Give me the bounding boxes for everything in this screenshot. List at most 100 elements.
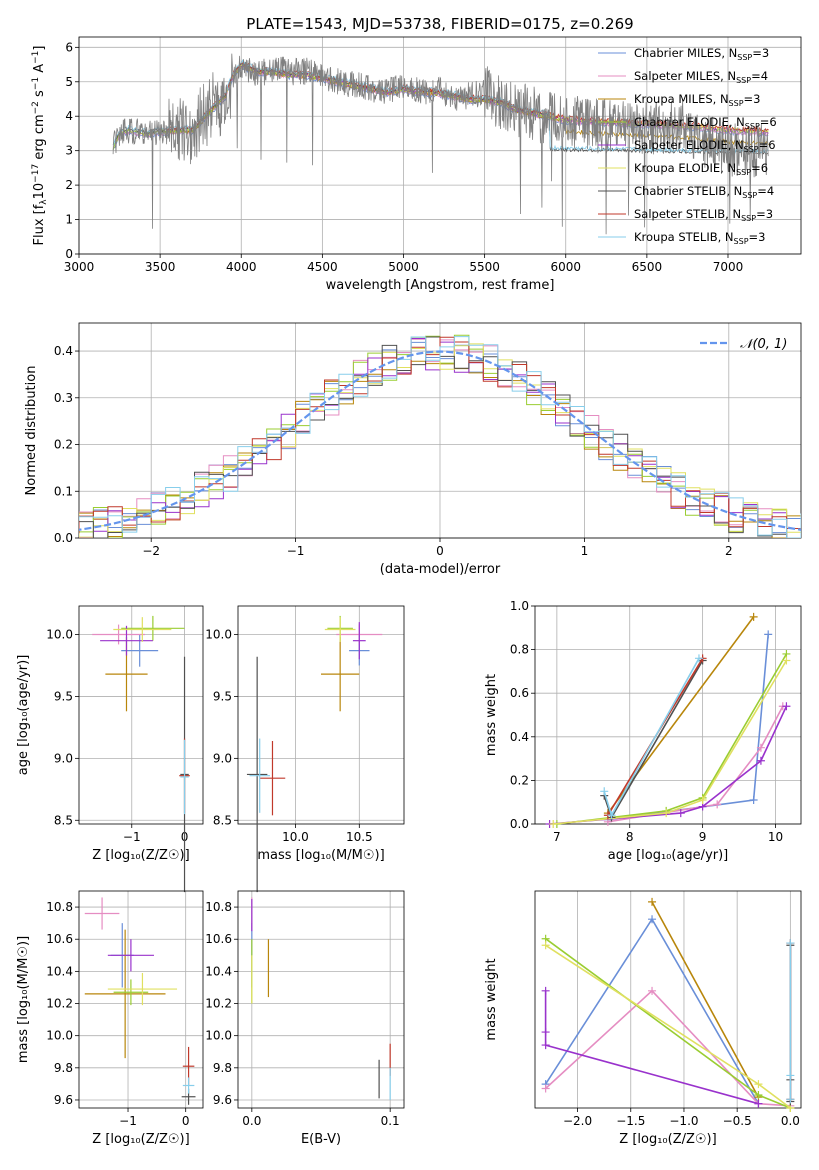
gridlines [577, 891, 791, 1108]
plot-frame [78, 890, 204, 1109]
weight-point-marker [764, 630, 773, 639]
y-tick-label: 10.6 [205, 932, 232, 946]
weight-line [545, 989, 791, 1107]
y-tick-label: 10.8 [46, 900, 73, 914]
y-tick-label: 8.5 [54, 813, 73, 827]
x-tick-label: 10.5 [346, 830, 373, 844]
histograms [79, 334, 801, 538]
weight-point-marker [541, 1028, 550, 1037]
weight-point-marker [694, 654, 703, 663]
x-tick-label: −1 [119, 1114, 137, 1128]
weight-line [553, 660, 788, 825]
spectrum-lines [112, 53, 769, 235]
x-tick-label: 6000 [550, 260, 581, 274]
panel-weight-vs-Z: −2.0 −1.5 −1.0 −0.5 0.0 Z [log₁₀(Z/Z☉)] mass w… [484, 890, 802, 1147]
legend-entry: Chabrier ELODIE, NSSP=6 [634, 115, 777, 131]
legend-entry: 𝒩(0, 1) [740, 337, 787, 352]
gridlines [79, 891, 203, 1108]
panel-mass-vs-ebv: 0.0 0.1 9.6 9.8 10.0 10.2 10.4 10.6 10.8 E(B-V) [205, 890, 405, 1147]
error-bars [246, 615, 383, 893]
y-tick-label: 9.8 [54, 1061, 73, 1075]
weight-point-marker [782, 656, 791, 665]
x-tick-label: 10.0 [282, 830, 309, 844]
weight-series [545, 612, 791, 828]
y-tick-label: 0.2 [510, 773, 529, 787]
x-axis-label: age [log₁₀(age/yr)] [608, 848, 729, 863]
normal-curve [79, 350, 801, 531]
x-axis-label: Z [log₁₀(Z/Z☉)] [92, 1132, 189, 1147]
y-tick-label: 10.0 [205, 1029, 232, 1043]
weight-point-marker [756, 756, 765, 765]
x-axis-label: mass [log₁₀(M/M☉)] [257, 848, 384, 863]
x-tick-label: −1 [123, 830, 141, 844]
weight-point-marker [749, 796, 758, 805]
weight-series [541, 897, 795, 1112]
figure-title: PLATE=1543, MJD=53738, FIBERID=0175, z=0… [246, 15, 633, 33]
x-tick-label: 4500 [307, 260, 338, 274]
legend-entry: Chabrier MILES, NSSP=3 [634, 46, 769, 62]
x-tick-label: 0.0 [781, 1114, 800, 1128]
weight-point-marker [662, 809, 671, 818]
weight-point-marker [607, 811, 616, 820]
weight-point-marker [600, 787, 609, 796]
y-tick-label: 9.5 [54, 689, 73, 703]
x-tick-label: 3000 [64, 260, 95, 274]
x-tick-label: −1.0 [669, 1114, 698, 1128]
error-bars [251, 897, 391, 1100]
x-tick-label: 10 [768, 830, 783, 844]
y-axis-label: mass weight [484, 958, 499, 1040]
y-tick-label: 2 [65, 178, 73, 192]
x-tick-label: 5000 [388, 260, 419, 274]
x-tick-label: 5500 [469, 260, 500, 274]
x-axis-label: Z [log₁₀(Z/Z☉)] [619, 1132, 716, 1147]
panel-weight-vs-age: 7 8 9 10 0.0 0.2 0.4 0.6 0.8 1.0 age [log₁₀(age/yr… [484, 599, 802, 863]
weight-point-marker [782, 702, 791, 711]
x-axis-label: wavelength [Angstrom, rest frame] [326, 278, 555, 293]
plot-frame [78, 36, 802, 255]
x-tick-label: −1 [287, 544, 305, 558]
weight-point-marker [676, 809, 685, 818]
legend-entry: Salpeter ELODIE, NSSP=6 [634, 138, 776, 154]
y-tick-label: 0.1 [54, 484, 73, 498]
weight-point-marker [541, 1041, 550, 1050]
x-tick-label: 0 [182, 1114, 190, 1128]
plot-frame [237, 890, 405, 1109]
y-tick-label: 4 [65, 109, 73, 123]
weight-line [556, 653, 788, 825]
x-tick-label: 1 [581, 544, 589, 558]
x-tick-label: 3500 [145, 260, 176, 274]
x-tick-label: −2 [142, 544, 160, 558]
x-tick-label: −1.5 [616, 1114, 645, 1128]
weight-point-marker [754, 1090, 763, 1099]
x-tick-label: 9 [699, 830, 707, 844]
y-tick-label: 10.0 [46, 627, 73, 641]
y-tick-label: 5 [65, 75, 73, 89]
x-tick-label: 8 [626, 830, 634, 844]
y-tick-label: 10.4 [205, 964, 232, 978]
weight-point-marker [786, 939, 795, 948]
y-tick-label: 0 [65, 247, 73, 261]
weight-point-marker [786, 1095, 795, 1104]
y-tick-label: 10.8 [205, 900, 232, 914]
y-axis-label: mass [log₁₀(M/M☉)] [16, 936, 31, 1063]
y-axis-label: Normed distribution [24, 366, 39, 496]
y-tick-label: 10.0 [205, 627, 232, 641]
plot-frame [78, 322, 802, 539]
weight-point-marker [754, 1080, 763, 1089]
y-axis-label: Flux [fλ10−17 erg cm−2 s−1 A−1] [31, 46, 49, 246]
y-tick-label: 9.0 [213, 751, 232, 765]
y-tick-label: 0.3 [54, 391, 73, 405]
legend-entry: Salpeter STELIB, NSSP=3 [634, 207, 773, 223]
weight-point-marker [756, 743, 765, 752]
x-tick-label: −0.5 [723, 1114, 752, 1128]
y-tick-label: 8.5 [213, 813, 232, 827]
weight-point-marker [754, 1099, 763, 1108]
plot-frame [237, 605, 405, 825]
legend-entry: Salpeter MILES, NSSP=4 [634, 69, 768, 85]
x-axis-label: E(B-V) [301, 1132, 341, 1147]
gridlines [238, 606, 404, 824]
y-tick-label: 10.4 [46, 964, 73, 978]
weight-point-marker [713, 800, 722, 809]
y-tick-label: 1 [65, 213, 73, 227]
